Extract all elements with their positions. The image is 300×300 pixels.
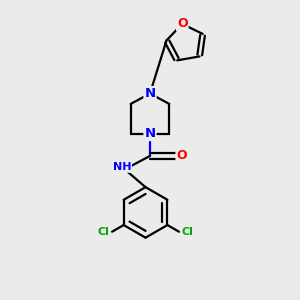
Text: O: O <box>176 149 187 162</box>
Text: O: O <box>177 17 188 31</box>
Text: Cl: Cl <box>98 227 110 237</box>
Text: N: N <box>144 87 156 100</box>
Text: Cl: Cl <box>182 227 193 237</box>
Text: NH: NH <box>112 162 131 172</box>
Text: N: N <box>144 127 156 140</box>
